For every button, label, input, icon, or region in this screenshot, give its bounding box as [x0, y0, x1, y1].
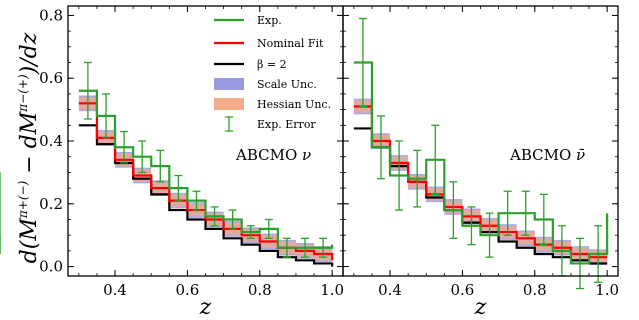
y-tick-label: 0.0: [39, 258, 63, 276]
y-tick-label: 0.2: [39, 195, 63, 213]
x-tick-label: 0.8: [523, 281, 547, 299]
x-tick-label: 0.4: [378, 281, 402, 299]
legend-label: Hessian Unc.: [257, 98, 331, 111]
y-tick-label: 0.6: [39, 69, 63, 87]
legend-label: β = 2: [257, 58, 287, 71]
exp-line: [78, 89, 334, 249]
legend-label: Nominal Fit: [257, 37, 324, 50]
y-tick-label: 0.4: [39, 132, 63, 150]
panel-label: ABCMO ν: [235, 146, 311, 164]
y-tick-label: 0.8: [39, 6, 63, 24]
panel-nubar: 0.4 0.6 0.8 1.0 ABCMO ν̄ z: [0, 5, 619, 320]
x-axis-label: z: [199, 295, 212, 320]
legend-swatch: [214, 78, 244, 90]
legend-label: Exp. Error: [257, 118, 316, 131]
x-tick-label: 1.0: [595, 281, 619, 299]
x-tick-label: 1.0: [320, 281, 344, 299]
legend-swatch: [214, 98, 244, 110]
x-axis-label: z: [474, 295, 487, 320]
x-tick-label: 0.8: [248, 281, 272, 299]
x-tick-label: 0.4: [103, 281, 127, 299]
legend: Exp. Nominal Fit β = 2 Scale Unc. Hessian Un…: [214, 14, 331, 132]
legend-label: Exp.: [257, 14, 282, 27]
y-axis-label: d(Mπ+(−) − dMπ−(+))/dz: [16, 32, 42, 263]
x-tick-label: 0.6: [175, 281, 199, 299]
panel-label: ABCMO ν̄: [509, 146, 585, 164]
x-tick-label: 0.6: [450, 281, 474, 299]
legend-label: Scale Unc.: [257, 78, 317, 91]
panel-nu: 0.0 0.2 0.4 0.6 0.8 0.4 0.6 0.8 1.0 ABCMO ν z: [0, 5, 344, 320]
